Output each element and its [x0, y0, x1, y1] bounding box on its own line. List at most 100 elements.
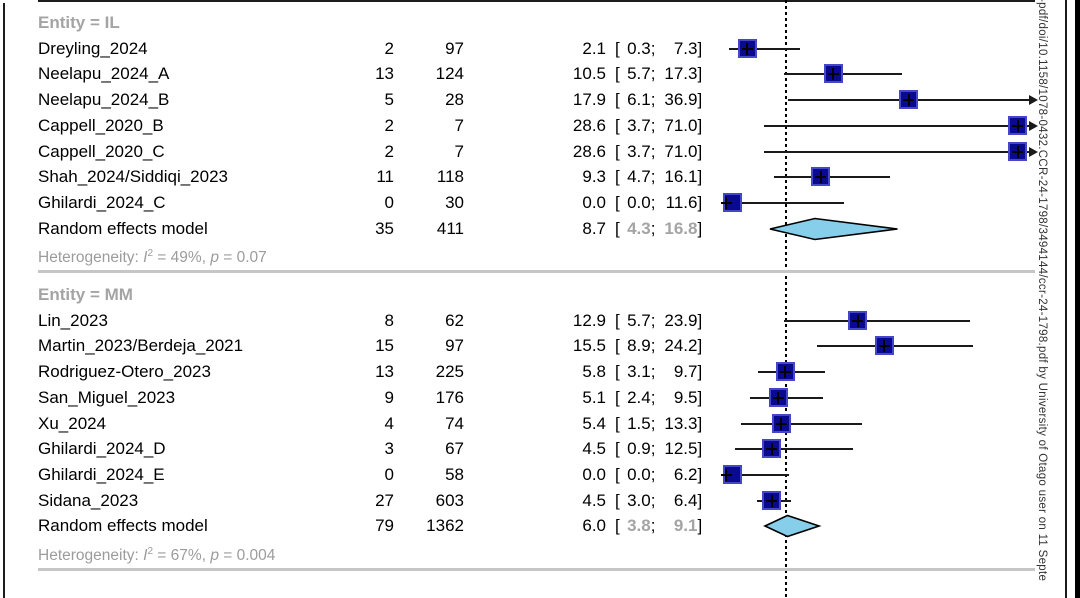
events-value: 35 [375, 218, 394, 238]
point-estimate-tick-h [775, 422, 787, 425]
study-row: San_Miguel_2023 9 176 5.1 [2.4; 9.5] [0, 385, 1080, 411]
study-label: Random effects model [38, 218, 208, 238]
summary-diamond [762, 514, 822, 538]
point-estimate-tick-h [1012, 124, 1024, 127]
study-row: Neelapu_2024_B 5 28 17.9 [6.1; 36.9] [0, 87, 1080, 113]
study-label: Ghilardi_2024_C [38, 192, 166, 212]
proportion-value: 6.0 [582, 516, 606, 536]
study-label: Neelapu_2024_A [38, 64, 170, 84]
confidence-interval-value: [8.9; 24.2] [615, 336, 703, 356]
ci-line [763, 124, 1029, 127]
study-row: Cappell_2020_C 2 7 28.6 [3.7; 71.0] [0, 139, 1080, 165]
ci-line [726, 473, 790, 476]
total-value: 603 [435, 490, 464, 510]
proportion-value: 12.9 [572, 310, 606, 330]
proportion-value: 0.0 [582, 464, 606, 484]
study-row: Rodriguez-Otero_2023 13 225 5.8 [3.1; 9.7] [0, 359, 1080, 385]
study-row: Ghilardi_2024_C 0 30 0.0 [0.0; 11.6] [0, 190, 1080, 216]
ci-line [784, 319, 970, 322]
study-row: Sidana_2023 27 603 4.5 [3.0; 6.4] [0, 488, 1080, 514]
events-value: 0 [384, 464, 394, 484]
point-estimate-tick-h [815, 176, 827, 179]
group-header-row: Entity = MM [0, 282, 1080, 308]
figure-right-border [1065, 0, 1067, 598]
figure-left-border [3, 3, 5, 598]
point-estimate-tick-h [878, 345, 890, 348]
total-value: 62 [445, 310, 464, 330]
proportion-value: 4.5 [582, 490, 606, 510]
proportion-value: 0.0 [582, 192, 606, 212]
confidence-interval-value: [4.3; 16.8] [615, 218, 703, 238]
study-label: San_Miguel_2023 [38, 387, 176, 407]
study-label: Neelapu_2024_B [38, 90, 170, 110]
summary-diamond [769, 217, 898, 240]
total-value: 124 [435, 64, 464, 84]
study-row: Shah_2024/Siddiqi_2023 11 118 9.3 [4.7; 16.1] [0, 164, 1080, 190]
total-value: 97 [445, 38, 464, 58]
heterogeneity-text: Heterogeneity: I2 = 49%, p = 0.07 [38, 248, 267, 267]
group-label: Entity = MM [38, 285, 133, 304]
events-value: 9 [384, 387, 394, 407]
proportion-value: 28.6 [572, 141, 606, 161]
proportion-value: 10.5 [572, 64, 606, 84]
total-value: 30 [445, 192, 464, 212]
confidence-interval-value: [0.3; 7.3] [615, 38, 703, 58]
confidence-interval-value: [4.7; 16.1] [615, 167, 703, 187]
proportion-value: 28.6 [572, 115, 606, 135]
ci-line [784, 73, 903, 76]
ci-line [816, 345, 973, 348]
point-estimate-tick-h [766, 499, 778, 502]
study-label: Dreyling_2024 [38, 38, 148, 58]
study-row: Xu_2024 4 74 5.4 [1.5; 13.3] [0, 411, 1080, 437]
group-header-row: Entity = IL [0, 10, 1080, 36]
study-row: Lin_2023 8 62 12.9 [5.7; 23.9] [0, 308, 1080, 334]
subgroup-divider-line [38, 567, 1035, 571]
study-label: Sidana_2023 [38, 490, 139, 510]
confidence-interval-value: [0.9; 12.5] [615, 439, 703, 459]
total-value: 176 [435, 387, 464, 407]
confidence-interval-value: [3.0; 6.4] [615, 490, 703, 510]
ci-line [741, 422, 862, 425]
total-value: 411 [436, 218, 464, 238]
study-row: Ghilardi_2024_D 3 67 4.5 [0.9; 12.5] [0, 436, 1080, 462]
proportion-value: 8.7 [582, 218, 606, 238]
group-label: Entity = IL [38, 13, 120, 32]
confidence-interval-value: [0.0; 11.6] [615, 192, 703, 212]
total-value: 97 [445, 336, 464, 356]
events-value: 8 [384, 310, 394, 330]
proportion-value: 5.4 [582, 413, 606, 433]
total-value: 28 [445, 90, 464, 110]
heterogeneity-text: Heterogeneity: I2 = 67%, p = 0.004 [38, 546, 276, 565]
page-right-edge-bar [1075, 0, 1080, 598]
ci-arrow-icon [1029, 146, 1038, 157]
total-value: 1362 [426, 516, 464, 536]
proportion-value: 15.5 [572, 336, 606, 356]
dashed-reference-line [785, 0, 787, 598]
ci-line [763, 150, 1029, 153]
confidence-interval-value: [3.7; 71.0] [615, 115, 703, 135]
total-value: 67 [445, 439, 464, 459]
events-value: 27 [375, 490, 394, 510]
events-value: 13 [375, 362, 394, 382]
point-estimate-tick-h [827, 73, 839, 76]
events-value: 2 [384, 141, 394, 161]
events-value: 15 [375, 336, 394, 356]
proportion-value: 2.1 [582, 38, 606, 58]
events-value: 11 [376, 167, 394, 187]
events-value: 3 [384, 439, 394, 459]
ci-line [729, 47, 801, 50]
ci-line [773, 176, 891, 179]
proportion-value: 5.8 [582, 362, 606, 382]
events-value: 13 [375, 64, 394, 84]
study-label: Cappell_2020_B [38, 115, 164, 135]
study-label: Cappell_2020_C [38, 141, 165, 161]
point-estimate-tick-h [772, 396, 784, 399]
total-value: 118 [436, 167, 464, 187]
study-label: Ghilardi_2024_E [38, 464, 165, 484]
point-estimate-tick-h [903, 99, 915, 102]
study-label: Shah_2024/Siddiqi_2023 [38, 167, 229, 187]
study-label: Martin_2023/Berdeja_2021 [38, 336, 244, 356]
confidence-interval-value: [2.4; 9.5] [615, 387, 703, 407]
study-label: Xu_2024 [38, 413, 107, 433]
